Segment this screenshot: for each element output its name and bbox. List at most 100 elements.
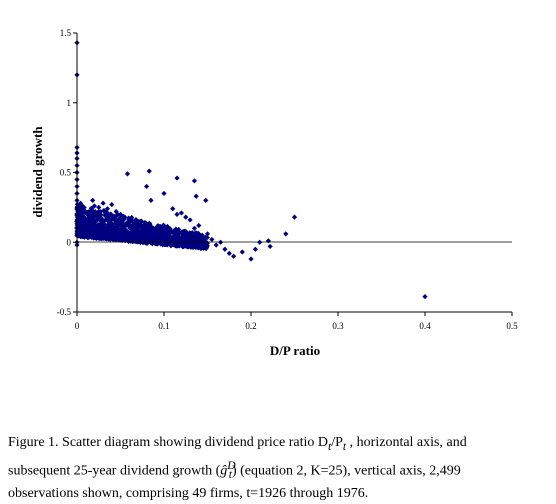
data-point [422,294,428,300]
data-point [134,223,140,229]
x-tick-label: 0.3 [332,321,344,331]
data-point [193,193,199,199]
data-point [104,217,111,224]
data-point [109,201,115,208]
data-point [79,211,85,217]
data-point [149,225,155,231]
data-point [113,219,119,225]
data-point [170,228,177,234]
data-point [89,230,95,236]
data-point [95,225,101,231]
data-point [116,220,122,227]
data-point [115,229,121,235]
data-point [170,206,176,212]
data-point [239,249,245,255]
data-point [265,238,271,244]
data-point [231,253,237,259]
data-point [77,229,83,236]
data-point [209,236,215,243]
data-point [84,211,90,217]
data-point [149,228,155,234]
data-point [183,240,189,246]
data-point [204,243,210,249]
data-point [90,197,96,203]
data-point [116,237,122,243]
data-point [252,246,258,252]
caption-text-2a: subsequent 25-year dividend growth ( [8,463,221,479]
data-point [115,218,122,224]
data-point [204,234,210,241]
data-point [159,231,165,237]
data-point [191,178,198,184]
data-point [104,206,111,212]
data-point [77,226,83,232]
data-point [108,216,114,223]
y-tick-label: 1 [67,98,72,108]
data-point [155,223,161,229]
data-point [83,222,89,229]
data-point [183,214,189,220]
caption-sub-2: t [342,439,347,453]
data-point [134,232,141,238]
data-point [107,226,113,232]
data-point [105,234,111,240]
x-tick-label: 0 [75,321,80,331]
data-point [86,213,92,219]
data-point [76,208,83,214]
data-point [144,183,150,190]
data-point [100,235,106,242]
data-point [169,242,175,248]
x-tick-label: 0.2 [245,321,256,331]
data-point [248,256,254,262]
data-point [146,168,152,174]
data-point [109,233,115,239]
data-point [122,214,128,220]
caption-text-1a: Figure 1. Scatter diagram showing divide… [8,435,328,450]
data-point [113,230,119,236]
caption-line-1: Figure 1. Scatter diagram showing divide… [8,433,553,456]
data-point [129,223,135,229]
data-point [213,242,219,248]
data-point [127,216,134,222]
ticks: 0 0.1 0.2 0.3 0.4 0.5-0.500.511.5 [57,28,518,331]
axes [76,33,512,313]
data-point [124,171,131,177]
caption-text-2b: ) (equation 2, K=25), vertical axis, 2,4… [231,463,461,479]
data-point [105,230,111,236]
data-point [96,231,103,238]
caption-sub-1: t [327,439,332,453]
data-point [76,216,83,222]
data-point [81,217,87,223]
data-point [187,230,193,236]
caption-g-sup: D [227,458,236,472]
caption-g-sub: t [228,468,232,482]
data-point [110,236,116,242]
caption-g-hat: ĝ [220,463,228,479]
data-point [135,227,141,233]
data-point [120,225,126,231]
data-point [112,235,118,241]
data-point [199,232,205,238]
data-point [90,235,96,241]
data-point [171,236,177,242]
data-point [125,229,131,236]
y-tick-label: 0.5 [60,168,72,178]
data-point [100,200,106,206]
data-point [174,175,180,181]
x-tick-label: 0.4 [419,321,431,331]
data-point [154,240,160,246]
caption-text-1c: , horizontal axis, and [346,435,467,450]
data-point [153,232,159,238]
data-point [195,244,201,250]
data-point [141,228,147,234]
data-point [226,250,232,257]
data-point [100,231,106,237]
y-axis-title: dividend growth [30,126,45,218]
data-point [119,228,125,235]
data-point [90,223,96,230]
data-point [108,221,114,227]
data-point [203,197,209,203]
data-point [182,231,188,237]
y-tick-label: -0.5 [57,307,72,317]
data-point [267,243,273,250]
